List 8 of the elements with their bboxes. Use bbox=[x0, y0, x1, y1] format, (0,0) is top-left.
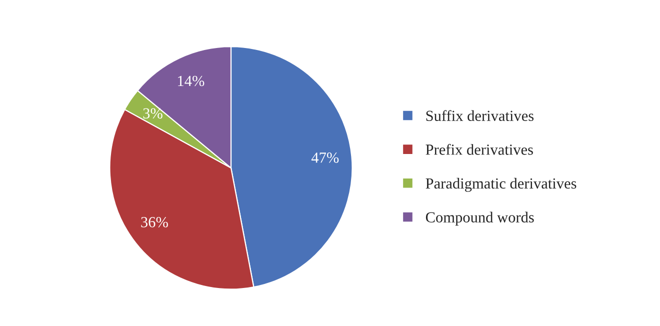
legend-label: Paradigmatic derivatives bbox=[426, 178, 576, 192]
legend-label: Compound words bbox=[426, 212, 534, 226]
data-label: 47% bbox=[311, 152, 339, 163]
data-label: 14% bbox=[178, 76, 204, 86]
data-label: 3% bbox=[143, 108, 162, 119]
data-label: 36% bbox=[141, 217, 168, 228]
legend-label: Suffix derivatives bbox=[426, 110, 534, 122]
legend-label: Prefix derivatives bbox=[426, 144, 533, 155]
